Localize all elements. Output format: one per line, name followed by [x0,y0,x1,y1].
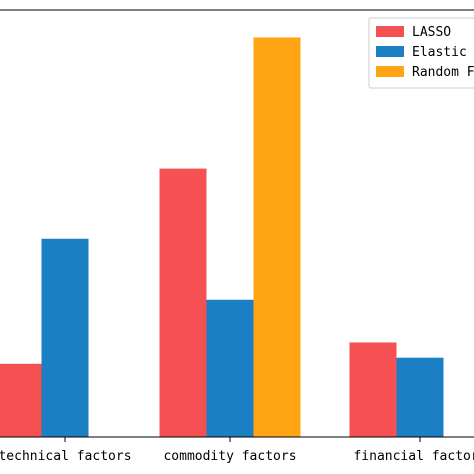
bar-random-forest-commodity-factors [254,37,301,437]
bar-elastic-net-commodity-factors [207,300,254,437]
x-tick-label: technical factors [0,449,132,464]
x-axis-ticks [65,437,420,442]
bar-elastic-net-technical-factors [42,239,89,437]
x-tick-label: commodity factors [163,449,296,464]
bar-lasso-commodity-factors [160,169,207,437]
legend: LASSO Elastic Net Random Forest [369,18,474,88]
legend-label: Random Forest [412,65,474,80]
bar-lasso-financial-factors [350,342,397,437]
bars-group [0,37,444,437]
x-axis-tick-labels: technical factors commodity factors financ… [0,449,474,464]
legend-swatch [376,66,404,77]
x-tick-label: financial factors [353,449,474,464]
legend-swatch [376,26,404,37]
legend-label: LASSO [412,25,451,40]
legend-label: Elastic Net [412,45,474,60]
bar-elastic-net-financial-factors [397,358,444,437]
legend-swatch [376,46,404,57]
bar-lasso-technical-factors [0,364,42,437]
